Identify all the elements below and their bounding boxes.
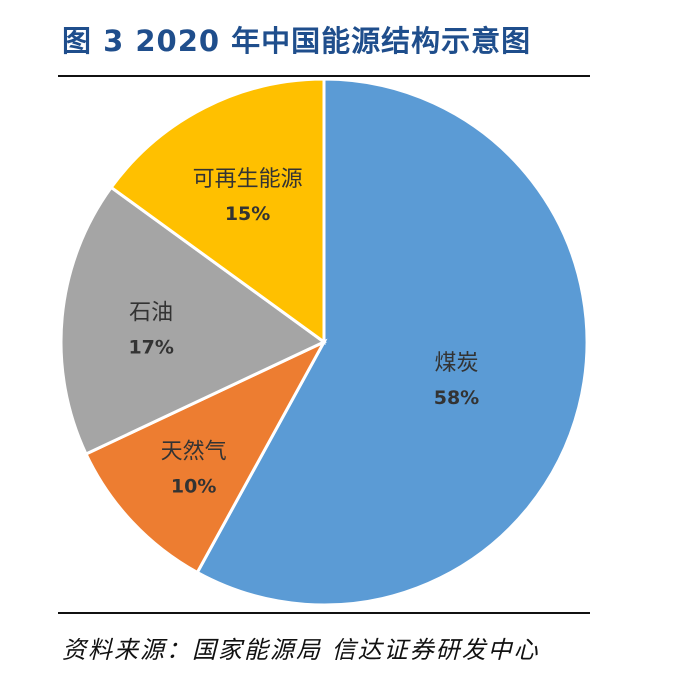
pie-slice-1 bbox=[84, 338, 328, 575]
slice-value-label-0: 58% bbox=[434, 387, 479, 409]
slice-label-3: 可再生能源 bbox=[193, 167, 303, 192]
top-divider bbox=[58, 75, 590, 77]
pie-slice-3 bbox=[109, 77, 326, 345]
bottom-divider bbox=[58, 612, 590, 614]
slice-label-2: 石油 bbox=[129, 301, 173, 326]
slice-value-label-2: 17% bbox=[128, 337, 173, 359]
slice-label-0: 煤炭 bbox=[434, 351, 478, 376]
slice-value-label-1: 10% bbox=[171, 475, 216, 497]
slice-label-1: 天然气 bbox=[161, 439, 227, 464]
source-note: 资料来源：国家能源局 信达证券研发中心 bbox=[62, 636, 540, 664]
pie-slice-2 bbox=[59, 185, 327, 456]
chart-title: 图 3 2020 年中国能源结构示意图 bbox=[62, 24, 532, 58]
pie-slice-0 bbox=[195, 77, 589, 607]
slice-value-label-3: 15% bbox=[225, 203, 270, 225]
